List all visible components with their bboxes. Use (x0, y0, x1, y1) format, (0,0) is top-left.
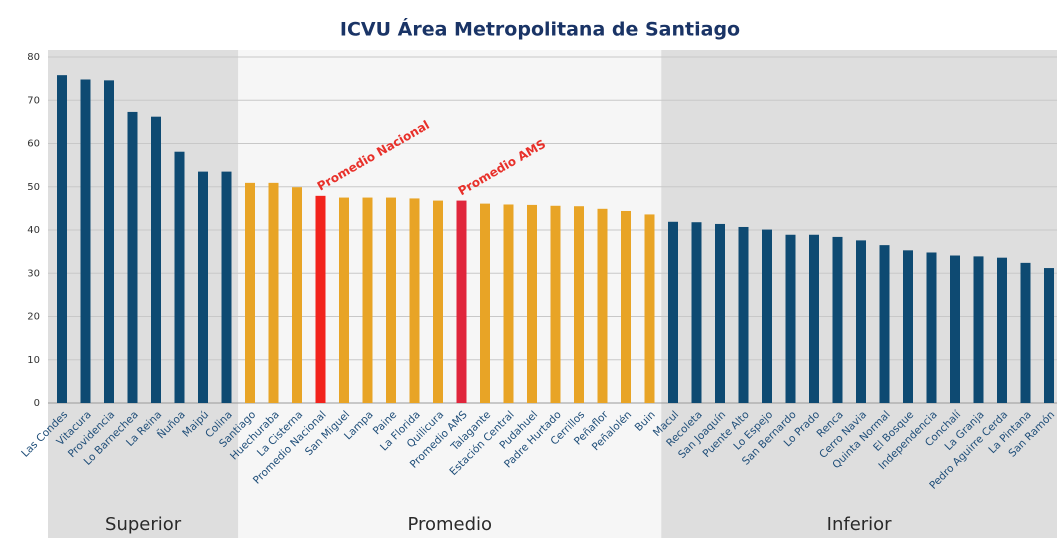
bar (644, 214, 655, 403)
bar (527, 204, 537, 403)
group-label: Inferior (827, 514, 893, 535)
bar (362, 197, 373, 403)
bar (926, 252, 937, 403)
bar (785, 234, 796, 403)
bar (597, 208, 608, 403)
y-tick-label: 80 (27, 52, 40, 63)
group-label: Superior (105, 514, 182, 535)
y-tick-label: 20 (27, 312, 40, 323)
y-tick-label: 70 (27, 95, 40, 106)
bar (762, 229, 772, 403)
bar (339, 197, 349, 403)
bar (950, 255, 960, 403)
bar (738, 226, 749, 403)
bar (1020, 262, 1031, 403)
chart-title: ICVU Área Metropolitana de Santiago (340, 18, 740, 41)
bar (879, 245, 890, 403)
bar (809, 234, 819, 403)
bar (668, 221, 678, 403)
group-label: Promedio (407, 514, 492, 535)
y-tick-label: 60 (27, 139, 40, 150)
bar (903, 250, 913, 403)
bar (856, 240, 866, 403)
bar (997, 257, 1007, 403)
bar (503, 204, 514, 403)
bar (1044, 268, 1054, 403)
bar (174, 151, 185, 403)
y-tick-label: 0 (34, 398, 40, 409)
bar (315, 195, 326, 403)
y-tick-label: 30 (27, 268, 40, 279)
bar (456, 200, 467, 403)
bar (832, 236, 843, 403)
group-band (48, 50, 239, 538)
y-tick-label: 40 (27, 225, 40, 236)
bar (221, 171, 232, 403)
bar (409, 198, 420, 403)
bar (151, 116, 161, 403)
bar (198, 171, 208, 403)
bar (550, 205, 561, 403)
bar (292, 187, 302, 403)
bar (715, 223, 725, 403)
bar (268, 182, 279, 403)
bar (973, 256, 984, 403)
bar (245, 182, 255, 403)
bar (433, 200, 443, 403)
bar (480, 203, 490, 403)
y-tick-label: 50 (27, 182, 40, 193)
bar (386, 197, 396, 403)
group-band (238, 50, 662, 538)
y-tick-label: 10 (27, 355, 40, 366)
bar (691, 222, 702, 403)
bar (57, 75, 67, 403)
bar (127, 111, 138, 404)
bar (621, 210, 631, 403)
bar (574, 206, 584, 403)
bar (104, 80, 114, 403)
bar (80, 79, 91, 404)
